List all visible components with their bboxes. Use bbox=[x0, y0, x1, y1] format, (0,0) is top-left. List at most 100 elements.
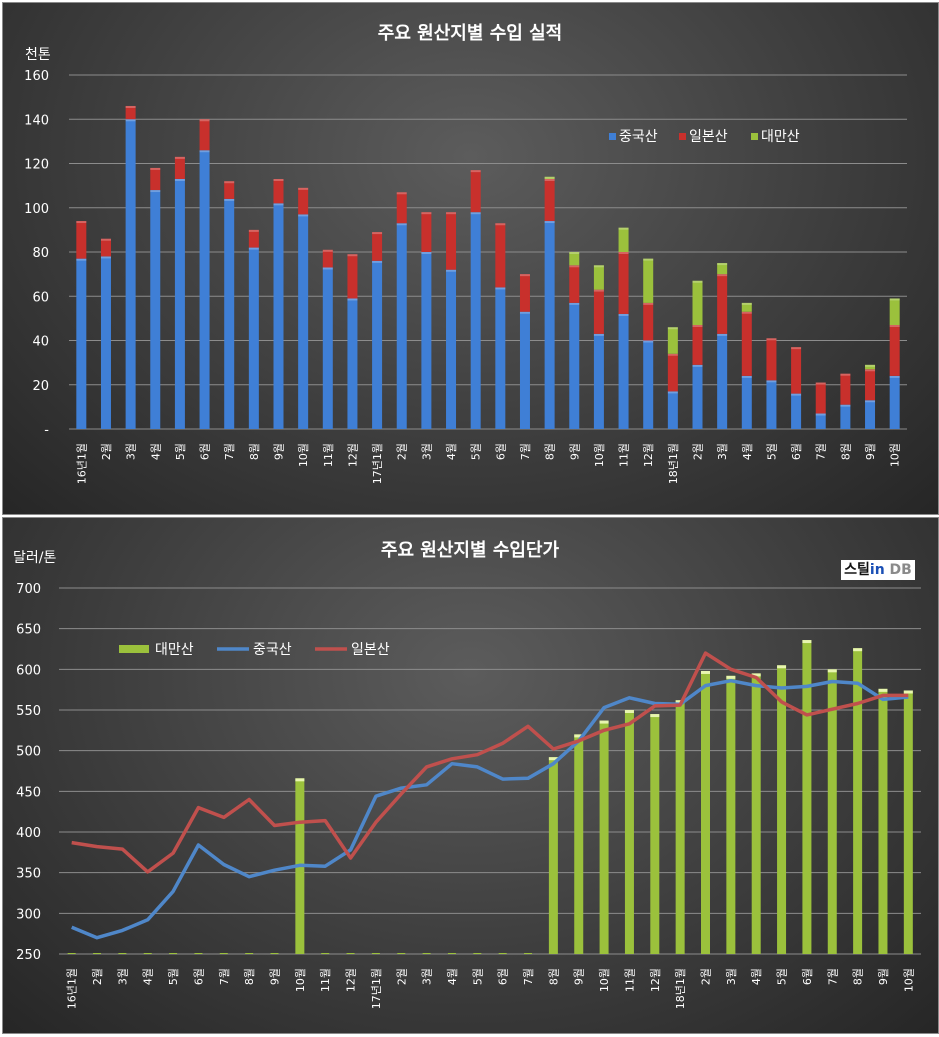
bar-highlight bbox=[889, 325, 900, 328]
bar-highlight bbox=[519, 274, 530, 277]
bar-highlight bbox=[174, 156, 185, 159]
x-tick-label: 5월 bbox=[470, 443, 483, 460]
legend-label: 대만산 bbox=[155, 642, 194, 658]
bar-highlight bbox=[618, 227, 629, 230]
y-tick-label: 160 bbox=[24, 69, 49, 84]
bar-highlight bbox=[574, 734, 584, 738]
x-tick-label: 8월 bbox=[248, 443, 261, 460]
bar-japan bbox=[199, 119, 210, 151]
bar-china bbox=[298, 214, 309, 429]
bar-highlight bbox=[347, 298, 358, 301]
bar-taiwan bbox=[777, 665, 787, 954]
y-tick-label: 400 bbox=[16, 826, 41, 841]
bar-highlight bbox=[372, 260, 383, 263]
bar-highlight bbox=[295, 778, 305, 782]
x-tick-label: 8월 bbox=[547, 968, 560, 985]
bar-japan bbox=[618, 252, 629, 314]
y-tick-label: 550 bbox=[16, 704, 41, 719]
bar-highlight bbox=[470, 170, 481, 173]
legend-label: 대만산 bbox=[761, 129, 800, 145]
bar-highlight bbox=[667, 327, 678, 330]
x-tick-label: 8월 bbox=[852, 968, 865, 985]
bar-highlight bbox=[667, 391, 678, 394]
x-tick-label: 5월 bbox=[776, 968, 789, 985]
x-tick-label: 11월 bbox=[623, 968, 636, 992]
bar-highlight bbox=[224, 181, 235, 184]
bar-japan bbox=[889, 325, 900, 376]
bar-highlight bbox=[741, 311, 752, 314]
bar-china bbox=[150, 190, 161, 429]
bar-china bbox=[766, 380, 777, 429]
bar-highlight bbox=[544, 176, 555, 179]
bar-japan bbox=[815, 382, 826, 414]
bar-taiwan bbox=[624, 710, 634, 954]
legend-marker bbox=[679, 133, 686, 140]
bar-japan bbox=[174, 156, 185, 179]
x-tick-label: 2월 bbox=[395, 968, 408, 985]
bar-china bbox=[224, 198, 235, 429]
bar-china bbox=[741, 375, 752, 429]
bar-japan bbox=[396, 192, 407, 224]
bar-japan bbox=[347, 254, 358, 299]
bar-highlight bbox=[100, 238, 111, 241]
y-tick-label: 120 bbox=[24, 158, 49, 173]
bar-highlight bbox=[692, 325, 703, 328]
bar-highlight bbox=[298, 214, 309, 217]
bar-japan bbox=[569, 265, 580, 303]
x-tick-label: 9월 bbox=[568, 443, 581, 460]
bar-japan bbox=[544, 178, 555, 222]
y-tick-label: 60 bbox=[32, 290, 49, 305]
bar-japan bbox=[125, 105, 136, 120]
x-tick-label: 6월 bbox=[192, 968, 205, 985]
bar-highlight bbox=[853, 648, 863, 652]
x-tick-label: 3월 bbox=[725, 968, 738, 985]
bar-highlight bbox=[100, 256, 111, 259]
x-tick-label: 10월 bbox=[593, 443, 606, 467]
bar-china bbox=[889, 375, 900, 429]
logo-text-1: 스틸 bbox=[844, 562, 870, 578]
bar-highlight bbox=[624, 710, 634, 713]
bar-taiwan bbox=[878, 688, 888, 954]
bar-japan bbox=[717, 274, 728, 334]
bar-china bbox=[519, 311, 530, 429]
bar-highlight bbox=[150, 167, 161, 170]
bar-taiwan bbox=[903, 690, 913, 954]
x-tick-label: 10월 bbox=[294, 968, 307, 992]
bar-taiwan bbox=[498, 953, 507, 954]
bar-taiwan bbox=[574, 734, 584, 954]
bar-highlight bbox=[421, 252, 432, 254]
bar-taiwan bbox=[447, 953, 456, 954]
bar-china bbox=[815, 413, 826, 429]
import-price-chart-panel: 주요 원산지별 수입단가 달러/톤 250 300 350 400 450 500 550 600… bbox=[2, 517, 939, 1034]
bar-highlight bbox=[273, 203, 284, 206]
x-tick-label: 18년1월 bbox=[667, 443, 680, 484]
bar-highlight bbox=[519, 311, 530, 314]
bar-china bbox=[618, 313, 629, 429]
bar-highlight bbox=[273, 178, 284, 181]
x-tick-label: 8월 bbox=[544, 443, 557, 460]
bar-china bbox=[667, 391, 678, 429]
bar-japan bbox=[643, 302, 654, 341]
x-tick-label: 2월 bbox=[692, 443, 705, 460]
x-tick-label: 6월 bbox=[801, 968, 814, 985]
x-tick-label: 5월 bbox=[167, 968, 180, 985]
bar-japan bbox=[519, 274, 530, 312]
bar-highlight bbox=[815, 413, 826, 416]
x-tick-label: 12월 bbox=[642, 443, 655, 467]
x-tick-label: 9월 bbox=[269, 968, 282, 985]
bar-highlight bbox=[174, 178, 185, 181]
bar-highlight bbox=[569, 265, 580, 268]
x-tick-label: 4월 bbox=[446, 968, 459, 985]
y-tick-label: 80 bbox=[32, 246, 49, 261]
bar-highlight bbox=[199, 150, 210, 153]
x-tick-label: 2월 bbox=[700, 968, 713, 985]
bar-highlight bbox=[751, 673, 761, 677]
bar-highlight bbox=[618, 313, 629, 316]
x-tick-label: 4월 bbox=[741, 443, 754, 460]
bar-china bbox=[76, 258, 87, 429]
bar-highlight bbox=[347, 254, 358, 257]
logo-text-2: in bbox=[869, 562, 885, 578]
x-tick-label: 7월 bbox=[826, 968, 839, 985]
bar-highlight bbox=[569, 302, 580, 305]
x-tick-label: 11월 bbox=[319, 968, 332, 992]
